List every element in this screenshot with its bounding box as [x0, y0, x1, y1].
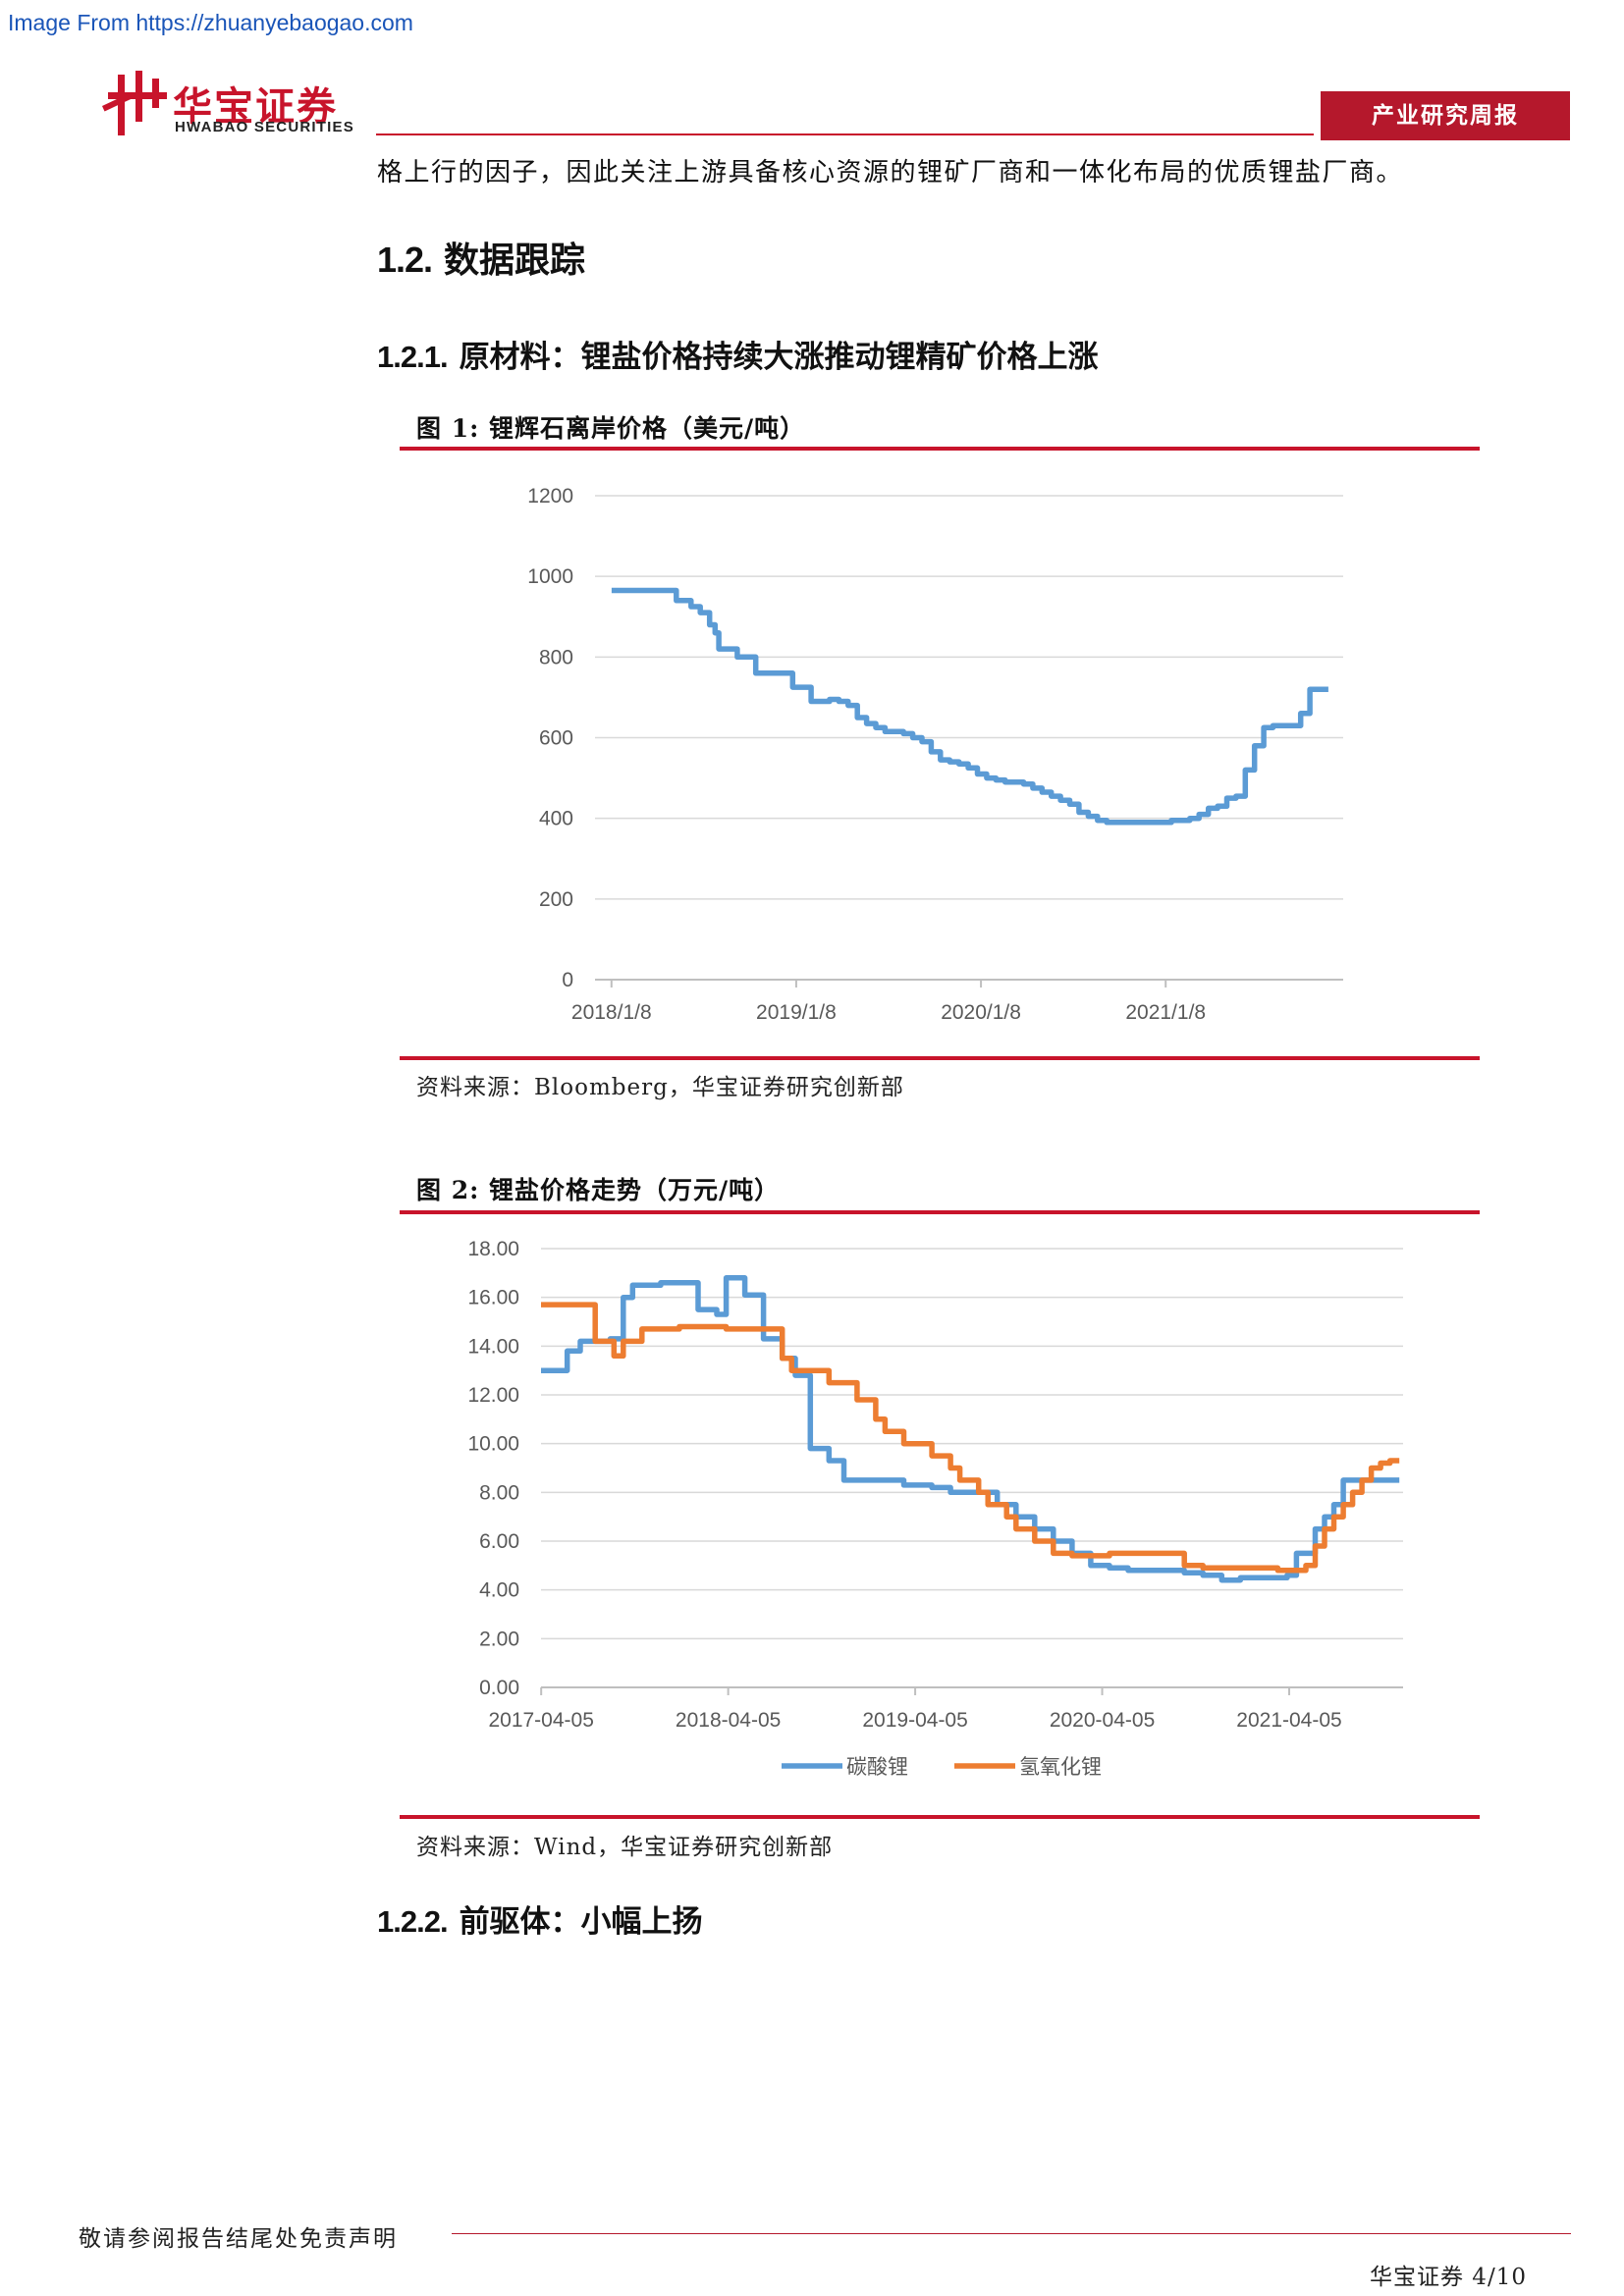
y-tick-label: 600 [539, 727, 573, 750]
y-tick-label: 12.00 [467, 1384, 519, 1407]
y-tick-label: 1200 [527, 485, 573, 507]
y-tick-label: 8.00 [479, 1481, 519, 1504]
section-title: 原材料：锂盐价格持续大涨推动锂精矿价格上涨 [459, 340, 1099, 375]
report-type-badge: 产业研究周报 [1321, 91, 1570, 140]
y-tick-label: 14.00 [467, 1335, 519, 1358]
section-number: 1.2.2. [377, 1904, 449, 1939]
x-tick-label: 2020/1/8 [941, 1001, 1021, 1024]
section-title: 数据跟踪 [444, 240, 586, 281]
figure1-source: 资料来源：Bloomberg，华宝证券研究创新部 [416, 1075, 904, 1100]
y-tick-label: 2.00 [479, 1628, 519, 1650]
section-number: 1.2.1. [377, 340, 449, 374]
y-tick-label: 800 [539, 646, 573, 668]
footer-disclaimer: 敬请参阅报告结尾处免责声明 [79, 2226, 398, 2252]
figure2-source: 资料来源：Wind，华宝证券研究创新部 [416, 1835, 834, 1860]
y-tick-label: 10.00 [467, 1433, 519, 1456]
x-tick-label: 2021-04-05 [1236, 1709, 1341, 1732]
x-tick-label: 2017-04-05 [488, 1709, 593, 1732]
y-tick-label: 1000 [527, 565, 573, 588]
section-heading-1-2-2: 1.2.2. 前驱体：小幅上扬 [377, 1896, 703, 1941]
figure2-top-rule [400, 1210, 1480, 1214]
logo-text-cn: 华宝证券 [173, 84, 338, 130]
series-line [541, 1302, 1400, 1574]
series-line [611, 587, 1328, 826]
x-tick-label: 2019-04-05 [862, 1709, 967, 1732]
series-line [541, 1275, 1400, 1583]
footer-rule [452, 2233, 1571, 2234]
chart2-lithium-salt-price: 18.00 16.00 14.00 12.00 10.00 8.00 6.00 4.00 2.0… [467, 1238, 1403, 1779]
x-tick-label: 2019/1/8 [756, 1001, 837, 1024]
logo-text-en: HWABAO SECURITIES [175, 119, 354, 135]
y-tick-label: 4.00 [479, 1579, 519, 1602]
header-rule [376, 133, 1314, 135]
legend-label: 碳酸锂 [846, 1756, 908, 1779]
section-title: 前驱体：小幅上扬 [459, 1904, 703, 1940]
x-tick-label: 2020-04-05 [1050, 1709, 1155, 1732]
figure1-bottom-rule [400, 1056, 1480, 1060]
y-tick-label: 18.00 [467, 1238, 519, 1260]
section-number: 1.2. [377, 240, 433, 280]
hwabao-logo-icon [102, 71, 167, 135]
source-link[interactable]: Image From https://zhuanyebaogao.com [8, 10, 413, 35]
x-tick-label: 2018/1/8 [571, 1001, 652, 1024]
figure1-top-rule [400, 447, 1480, 451]
y-tick-label: 6.00 [479, 1530, 519, 1553]
y-tick-label: 0.00 [479, 1677, 519, 1699]
x-tick-label: 2021/1/8 [1125, 1001, 1206, 1024]
figure1-title: 图 1: 锂辉石离岸价格（美元/吨） [416, 414, 806, 443]
section-heading-1-2: 1.2. 数据跟踪 [377, 232, 585, 283]
y-tick-label: 200 [539, 888, 573, 911]
footer-page-number: 华宝证券 4/10 [1370, 2265, 1527, 2290]
y-tick-label: 400 [539, 808, 573, 830]
y-tick-label: 16.00 [467, 1287, 519, 1309]
y-tick-label: 0 [562, 969, 573, 991]
intro-paragraph: 格上行的因子，因此关注上游具备核心资源的锂矿厂商和一体化布局的优质锂盐厂商。 [377, 158, 1404, 187]
legend-label: 氢氧化锂 [1019, 1756, 1102, 1779]
chart1-spodumene-price: 1200 1000 800 600 400 200 0 2018/1/8 2019/1/8 202… [527, 485, 1343, 1024]
figure2-bottom-rule [400, 1815, 1480, 1819]
figure2-title: 图 2: 锂盐价格走势（万元/吨） [416, 1176, 781, 1204]
x-tick-label: 2018-04-05 [676, 1709, 781, 1732]
section-heading-1-2-1: 1.2.1. 原材料：锂盐价格持续大涨推动锂精矿价格上涨 [377, 332, 1099, 376]
